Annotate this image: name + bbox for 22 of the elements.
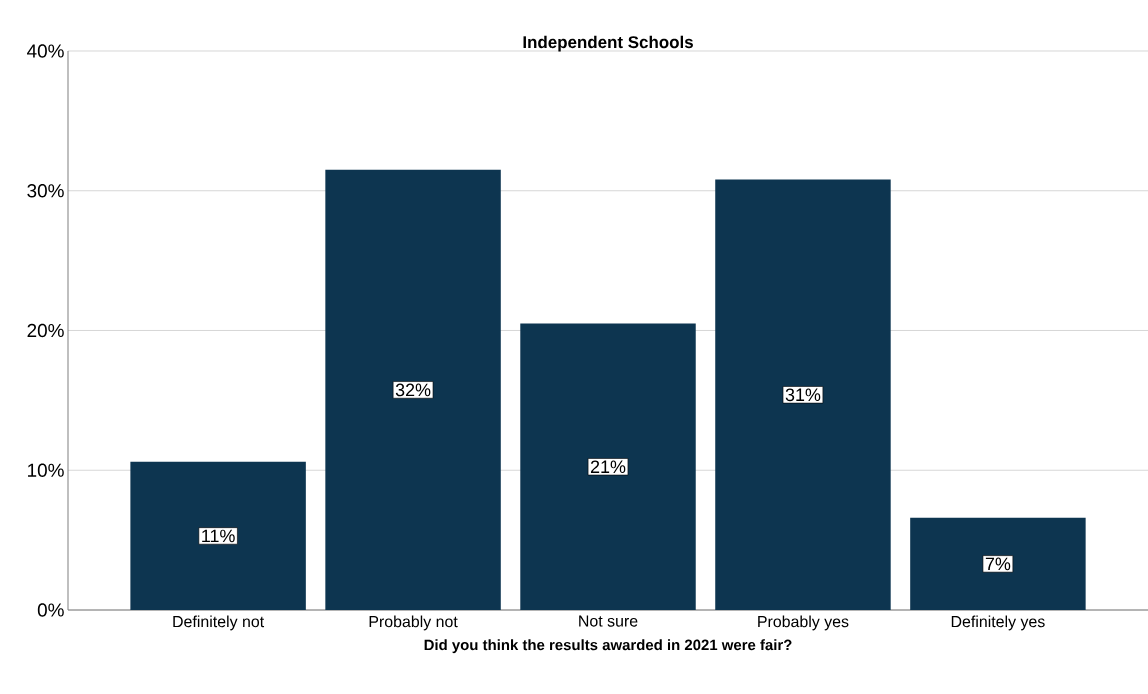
chart-title: Independent Schools bbox=[523, 35, 693, 52]
bar bbox=[130, 461, 306, 610]
y-tick-label: 10% bbox=[28, 463, 64, 477]
y-tick-label: 40% bbox=[27, 44, 64, 58]
data-label: 21% bbox=[590, 460, 626, 474]
x-tick-label: Definitely yes bbox=[951, 615, 1045, 631]
bar bbox=[715, 179, 891, 610]
data-label: 11% bbox=[202, 529, 235, 543]
x-tick-label: Definitely not bbox=[173, 615, 265, 631]
y-tick-label: 20% bbox=[27, 323, 64, 338]
bar bbox=[910, 517, 1086, 610]
x-axis-title: Did you think the results awarded in 2021 were fair? bbox=[424, 639, 792, 654]
data-label: 7% bbox=[985, 557, 1011, 571]
y-tick-label: 0% bbox=[37, 603, 64, 617]
data-label: 32% bbox=[395, 383, 431, 397]
x-tick-label: Probably yes bbox=[758, 615, 849, 631]
bar bbox=[325, 169, 501, 610]
bar bbox=[520, 323, 696, 610]
y-tick-label: 30% bbox=[27, 184, 64, 198]
data-label: 31% bbox=[785, 388, 821, 402]
x-tick-label: Probably not bbox=[369, 615, 458, 631]
x-tick-label: Not sure bbox=[579, 615, 638, 627]
